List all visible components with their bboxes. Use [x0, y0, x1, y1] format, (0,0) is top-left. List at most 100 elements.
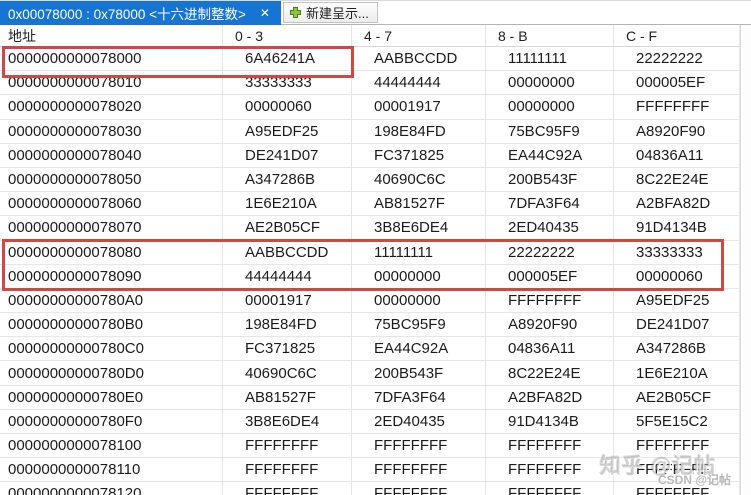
scrollbar[interactable]	[740, 25, 751, 495]
memory-cell[interactable]: DE241D07	[614, 313, 740, 338]
memory-cell[interactable]: AABBCCDD	[352, 47, 486, 72]
address-cell: 0000000000078120	[0, 482, 223, 495]
memory-cell[interactable]: FFFFFFFF	[614, 95, 740, 120]
memory-cell[interactable]: 00000000	[486, 71, 614, 96]
memory-cell[interactable]: FFFFFFFF	[486, 288, 614, 314]
memory-cell[interactable]: 6A46241A	[223, 47, 352, 72]
memory-cell[interactable]: FC371825	[223, 337, 352, 362]
address-cell: 0000000000078000	[0, 47, 223, 72]
table-row: 0000000000078000 6A46241A AABBCCDD 11111…	[0, 47, 751, 72]
memory-cell[interactable]: 00000000	[486, 95, 614, 120]
table-row: 0000000000078080 AABBCCDD 11111111 22222…	[0, 240, 751, 265]
memory-cell[interactable]: 33333333	[223, 71, 352, 96]
memory-cell[interactable]: 5F5E15C2	[614, 409, 740, 434]
memory-cell[interactable]: FFFFFFFF	[614, 434, 740, 459]
memory-cell[interactable]: A2BFA82D	[486, 385, 614, 410]
memory-cell[interactable]: A8920F90	[486, 313, 614, 338]
memory-cell[interactable]: 198E84FD	[352, 119, 486, 144]
address-cell: 0000000000078050	[0, 167, 223, 193]
memory-cell[interactable]: FFFFFFFF	[352, 458, 486, 483]
memory-cell[interactable]: AE2B05CF	[223, 216, 352, 241]
memory-cell[interactable]: AB81527F	[223, 385, 352, 410]
address-cell: 0000000000078060	[0, 192, 223, 217]
memory-cell[interactable]: FFFFFFFF	[223, 434, 352, 459]
memory-cell[interactable]: 11111111	[486, 47, 614, 72]
memory-cell[interactable]: FFFFFFFF	[486, 434, 614, 459]
memory-cell[interactable]: DE241D07	[223, 143, 352, 168]
memory-cell[interactable]: 91D4134B	[614, 216, 740, 241]
tab-bar: 0x00078000 : 0x78000 <十六进制整数> ✕ 新建呈示...	[0, 1, 751, 25]
memory-cell[interactable]: A95EDF25	[614, 288, 740, 314]
memory-cell[interactable]: 1E6E210A	[614, 361, 740, 386]
memory-cell[interactable]: A2BFA82D	[614, 192, 740, 217]
memory-cell[interactable]: 75BC95F9	[486, 119, 614, 144]
table-row: 0000000000078040 DE241D07 FC371825 EA44C…	[0, 143, 751, 168]
tab-new-view[interactable]: 新建呈示...	[282, 2, 378, 23]
memory-cell[interactable]: FFFFFFFF	[486, 482, 614, 495]
table-row: 0000000000078010 33333333 44444444 00000…	[0, 71, 751, 96]
memory-cell[interactable]: 7DFA3F64	[486, 192, 614, 217]
memory-cell[interactable]: 75BC95F9	[352, 313, 486, 338]
memory-cell[interactable]: 33333333	[614, 240, 740, 265]
memory-cell[interactable]: AABBCCDD	[223, 240, 352, 265]
memory-cell[interactable]: 44444444	[223, 264, 352, 289]
table-row: 0000000000078070 AE2B05CF 3B8E6DE4 2ED40…	[0, 216, 751, 241]
memory-cell[interactable]: 04836A11	[486, 337, 614, 362]
memory-cell[interactable]: FFFFFFFF	[352, 482, 486, 495]
table-row: 0000000000078020 00000060 00001917 00000…	[0, 95, 751, 120]
memory-cell[interactable]: 11111111	[352, 240, 486, 265]
memory-cell[interactable]: 2ED40435	[486, 216, 614, 241]
memory-cell[interactable]: 000005EF	[614, 71, 740, 96]
address-cell: 0000000000078020	[0, 95, 223, 120]
memory-cell[interactable]: 198E84FD	[223, 313, 352, 338]
close-icon[interactable]: ✕	[259, 6, 270, 20]
memory-cell[interactable]: FFFFFFFF	[352, 434, 486, 459]
memory-cell[interactable]: 91D4134B	[486, 409, 614, 434]
memory-cell[interactable]: 40690C6C	[223, 361, 352, 386]
memory-cell[interactable]: FFFFFFFF	[486, 458, 614, 483]
memory-cell[interactable]: 8C22E24E	[614, 167, 740, 193]
address-cell: 00000000000780D0	[0, 361, 223, 386]
memory-cell[interactable]: FC371825	[352, 143, 486, 168]
memory-cell[interactable]: 22222222	[614, 47, 740, 72]
memory-cell[interactable]: 00000000	[352, 264, 486, 289]
column-header-address: 地址	[0, 25, 223, 47]
address-cell: 0000000000078110	[0, 458, 223, 483]
memory-cell[interactable]: FFFFFFFF	[223, 458, 352, 483]
memory-cell[interactable]: 7DFA3F64	[352, 385, 486, 410]
memory-cell[interactable]: FFFFFFFF	[614, 458, 740, 483]
memory-cell[interactable]: 3B8E6DE4	[352, 216, 486, 241]
memory-cell[interactable]: 1E6E210A	[223, 192, 352, 217]
memory-cell[interactable]: 00000000	[352, 288, 486, 314]
memory-cell[interactable]: 00000060	[223, 95, 352, 120]
column-header-c-f: C - F	[614, 25, 740, 47]
tab-memory-view[interactable]: 0x00078000 : 0x78000 <十六进制整数> ✕	[0, 1, 281, 25]
memory-cell[interactable]: 8C22E24E	[486, 361, 614, 386]
memory-cell[interactable]: FFFFFFFF	[223, 482, 352, 495]
memory-cell[interactable]: 00000060	[614, 264, 740, 289]
memory-cell[interactable]: A347286B	[614, 337, 740, 362]
memory-cell[interactable]: AB81527F	[352, 192, 486, 217]
address-cell: 0000000000078030	[0, 119, 223, 144]
memory-cell[interactable]: FFFFFFFF	[614, 482, 740, 495]
memory-cell[interactable]: 3B8E6DE4	[223, 409, 352, 434]
memory-cell[interactable]: A347286B	[223, 167, 352, 193]
memory-cell[interactable]: 2ED40435	[352, 409, 486, 434]
memory-cell[interactable]: 22222222	[486, 240, 614, 265]
memory-cell[interactable]: 200B543F	[352, 361, 486, 386]
table-row: 0000000000078030 A95EDF25 198E84FD 75BC9…	[0, 119, 751, 144]
memory-cell[interactable]: 000005EF	[486, 264, 614, 289]
memory-cell[interactable]: 00001917	[223, 288, 352, 314]
memory-cell[interactable]: AE2B05CF	[614, 385, 740, 410]
memory-cell[interactable]: A95EDF25	[223, 119, 352, 144]
memory-cell[interactable]: 200B543F	[486, 167, 614, 193]
memory-cell[interactable]: 00001917	[352, 95, 486, 120]
column-header-4-7: 4 - 7	[352, 25, 486, 47]
memory-cell[interactable]: 44444444	[352, 71, 486, 96]
address-cell: 0000000000078070	[0, 216, 223, 241]
memory-cell[interactable]: A8920F90	[614, 119, 740, 144]
memory-cell[interactable]: 04836A11	[614, 143, 740, 168]
memory-cell[interactable]: EA44C92A	[486, 143, 614, 168]
memory-cell[interactable]: 40690C6C	[352, 167, 486, 193]
memory-cell[interactable]: EA44C92A	[352, 337, 486, 362]
